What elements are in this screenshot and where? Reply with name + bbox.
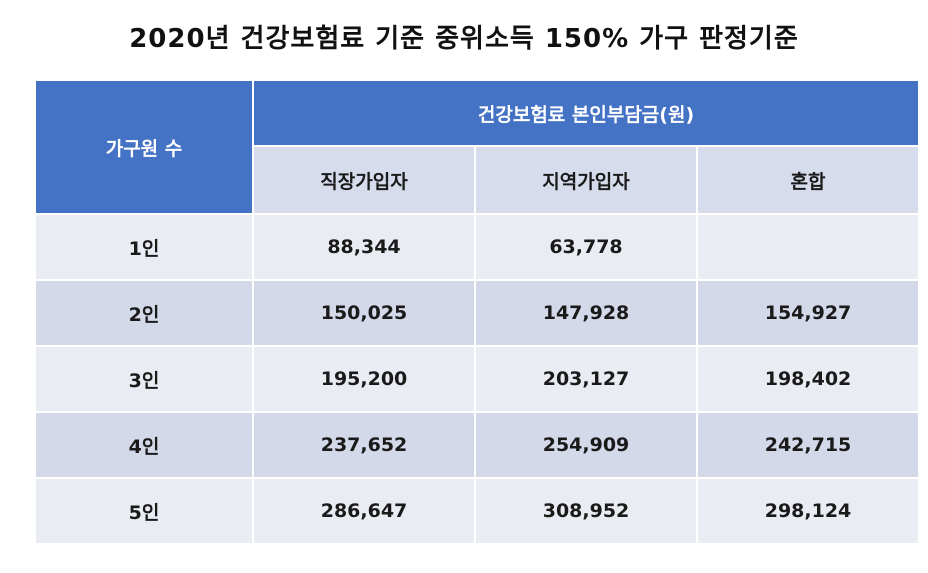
cell-employee: 150,025 [252,279,476,347]
cell-regional: 308,952 [474,477,698,545]
household-size-header: 가구원 수 [34,79,254,215]
table-row: 4인 237,652 254,909 242,715 [34,411,921,479]
table-row: 2인 150,025 147,928 154,927 [34,279,921,347]
cell-regional: 254,909 [474,411,698,479]
table-row: 1인 88,344 63,778 [34,213,921,281]
cell-mixed: 298,124 [695,477,921,545]
cell-employee: 286,647 [252,477,476,545]
cell-mixed: 198,402 [695,345,921,413]
table-row: 3인 195,200 203,127 198,402 [34,345,921,413]
table-row: 5인 286,647 308,952 298,124 [34,477,921,545]
cell-employee: 88,344 [252,213,476,281]
cell-employee: 237,652 [252,411,476,479]
table-subheader-row: 직장가입자 지역가입자 혼합 [35,145,921,215]
page-title: 2020년 건강보험료 기준 중위소득 150% 가구 판정기준 [129,24,799,54]
row-label: 2인 [34,279,254,347]
premium-criteria-table: 가구원 수 건강보험료 본인부담금(원) 직장가입자 지역가입자 혼합 1인 8… [34,79,921,545]
row-label: 3인 [34,345,254,413]
row-label: 5인 [34,477,254,545]
column-header-employee: 직장가입자 [252,145,476,215]
cell-regional: 147,928 [474,279,698,347]
cell-mixed [695,213,921,281]
row-label: 4인 [34,411,254,479]
cell-regional: 203,127 [474,345,698,413]
table-header-row: 가구원 수 건강보험료 본인부담금(원) [34,79,921,215]
row-label: 1인 [34,213,254,281]
cell-mixed: 154,927 [695,279,921,347]
premium-group-header: 건강보험료 본인부담금(원) [251,79,921,147]
cell-regional: 63,778 [474,213,698,281]
cell-mixed: 242,715 [695,411,921,479]
column-header-regional: 지역가입자 [474,145,698,215]
cell-employee: 195,200 [252,345,476,413]
column-header-mixed: 혼합 [695,145,921,215]
